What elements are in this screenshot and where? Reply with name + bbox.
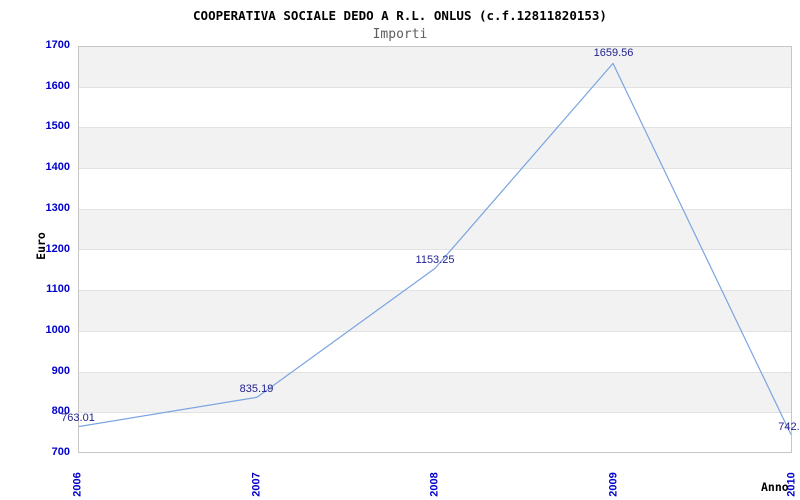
y-tick-label: 1100 <box>46 283 70 296</box>
y-tick-label: 1300 <box>45 201 70 214</box>
y-tick-label: 700 <box>51 446 70 458</box>
grid-band <box>79 251 791 292</box>
x-tick-label: 2008 <box>428 472 441 497</box>
y-tick-label: 800 <box>51 405 70 418</box>
y-tick-label: 1600 <box>45 79 70 92</box>
grid-band <box>79 169 791 210</box>
data-point-label: 835.19 <box>239 382 274 395</box>
grid-band <box>79 128 791 170</box>
x-tick-label: 2009 <box>607 472 619 497</box>
y-tick-label: 1200 <box>45 242 70 255</box>
plot-area <box>78 46 792 453</box>
grid-band <box>79 291 791 332</box>
data-point-label: 1659.56 <box>593 47 634 60</box>
chart-subtitle: Importi <box>372 27 428 42</box>
data-point-label: 763.01 <box>61 412 95 425</box>
grid-band <box>79 332 791 373</box>
line-chart-svg <box>79 62 791 435</box>
grid-band <box>79 47 791 88</box>
y-tick-label: 900 <box>51 364 70 377</box>
data-point-label: 742.9 <box>778 420 800 433</box>
x-tick-label: 2007 <box>250 472 262 497</box>
x-axis-label: Anno <box>761 480 789 494</box>
data-point-label: 1153.25 <box>415 253 455 266</box>
x-tick-label: 2006 <box>71 472 84 497</box>
y-tick-label: 1400 <box>45 161 70 174</box>
grid-band <box>79 209 791 251</box>
y-tick-label: 1000 <box>45 323 70 336</box>
y-tick-label: 1700 <box>45 39 70 51</box>
line-series <box>79 62 791 435</box>
chart-title: COOPERATIVA SOCIALE DEDO A R.L. ONLUS (c… <box>193 8 607 23</box>
y-tick-label: 1500 <box>45 120 70 133</box>
grid-band <box>79 88 791 129</box>
